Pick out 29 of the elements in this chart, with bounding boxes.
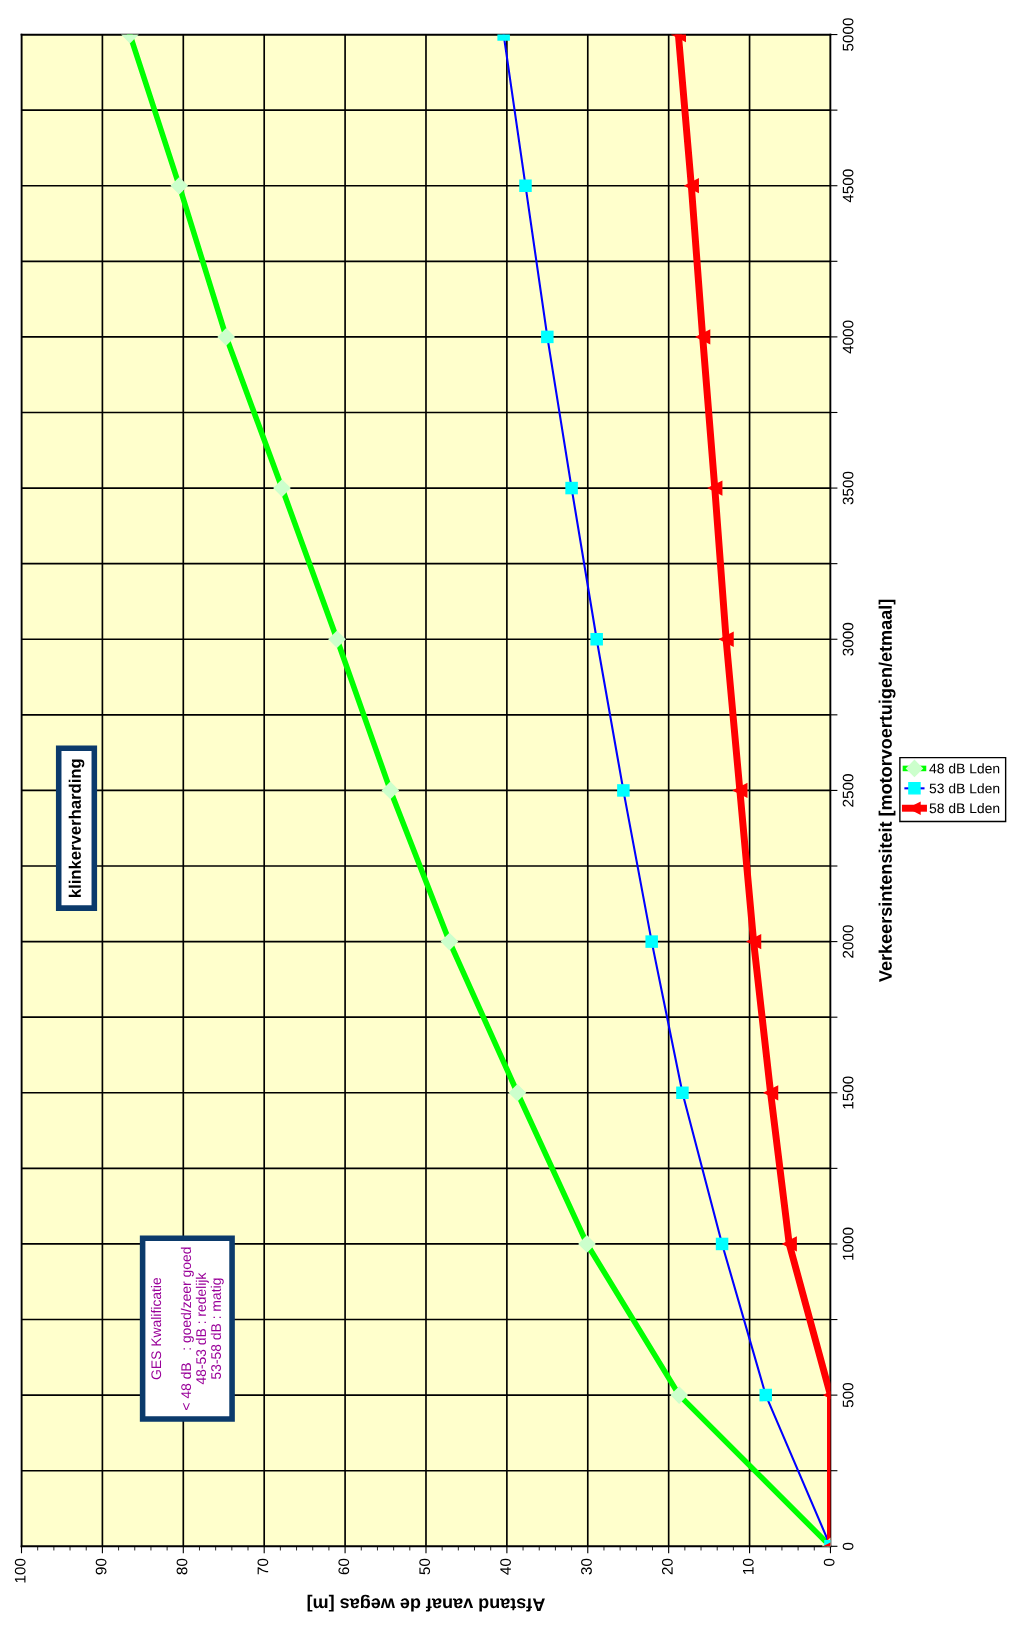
text: GES Kwalificatie < 48 dB : goed/zeer goed 48-53 dB : redelijk 53-58 dB : matig [150, 1247, 224, 1410]
x-tick-label: 30 [581, 1558, 592, 1575]
y-tick-label: 3000 [842, 622, 854, 656]
x-tick-label: 50 [419, 1558, 431, 1575]
y-tick-label: 2000 [842, 925, 854, 958]
y-tick-label: 1500 [842, 1076, 854, 1109]
x-tick-label: 100 [14, 1558, 26, 1583]
y-tick-label: 4000 [842, 320, 854, 354]
x-tick-label: 80 [176, 1558, 188, 1575]
legend-label: 48 dB Lden [929, 763, 1000, 774]
x-tick-label: 70 [257, 1558, 269, 1575]
x-tick-label: 20 [661, 1558, 673, 1575]
x-tick-label: 0 [823, 1558, 835, 1566]
x-axis-title: Afstand vanaf de wegas [m] [307, 1594, 545, 1612]
x-tick-label: 40 [500, 1558, 511, 1575]
y-tick-label: 500 [842, 1382, 854, 1408]
y-tick-label: 2500 [842, 774, 854, 807]
y-tick-label: 5000 [842, 18, 854, 51]
y-tick-label: 3500 [842, 471, 854, 505]
x-tick-label: 90 [95, 1558, 107, 1575]
y-tick-label: 1000 [842, 1227, 854, 1260]
x-tick-label: 10 [742, 1558, 754, 1574]
y-tick-label: 4500 [842, 169, 854, 203]
x-tick-label: 60 [338, 1558, 350, 1575]
legend-label: 58 dB Lden [929, 803, 1000, 814]
annotation: klinkerverharding [68, 759, 85, 897]
legend-label: 53 dB Lden [929, 783, 1000, 794]
y-axis-title: Verkeersintensiteit [motorvoertuigen/etmaal] [878, 599, 896, 982]
y-tick-label: 0 [842, 1542, 854, 1550]
